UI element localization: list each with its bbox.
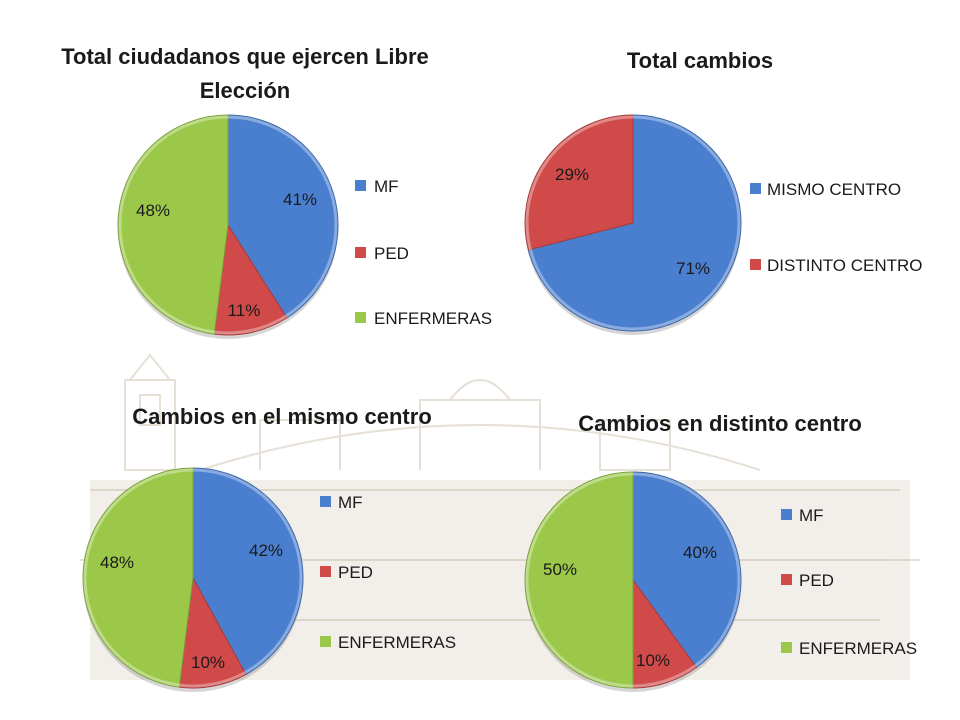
chart-title: Cambios en distinto centro [578, 411, 862, 436]
pie-slice-label-mf: 41% [283, 190, 317, 209]
pie-slice-mf [227, 114, 339, 319]
pie-slice-label-enfermeras: 48% [136, 201, 170, 220]
chart-title: Cambios en el mismo centro [132, 404, 432, 429]
legend-label-ped: PED [338, 563, 373, 582]
legend-swatch-enfermeras [781, 642, 792, 653]
pie-slice-enfermeras [524, 471, 634, 689]
pie-slice-enfermeras [82, 467, 194, 688]
pie-slice-label-mismo-centro: 71% [676, 259, 710, 278]
pie-slice-mf [192, 467, 304, 676]
legend-label-ped: PED [374, 244, 409, 263]
legend-swatch-enfermeras [355, 312, 366, 323]
pie-slice-label-ped: 11% [228, 301, 261, 320]
legend-swatch-enfermeras [320, 636, 331, 647]
pie-slice-mf [632, 471, 742, 669]
pie-highlight-rim [118, 115, 338, 335]
legend-label-mismo-centro: MISMO CENTRO [767, 180, 901, 199]
legend-swatch-distinto-centro [750, 259, 761, 270]
pie-highlight-rim [83, 468, 303, 688]
pie-highlight-rim [525, 115, 741, 331]
pie-slice-label-enfermeras: 48% [100, 553, 134, 572]
legend-label-mf: MF [338, 493, 363, 512]
pie-slice-ped [213, 223, 288, 336]
pie-slice-label-enfermeras: 50% [543, 560, 577, 579]
legend-swatch-ped [355, 247, 366, 258]
legend-swatch-mf [781, 509, 792, 520]
pie-slice-distinto-centro [524, 114, 634, 251]
legend-label-mf: MF [799, 506, 824, 525]
legend-label-distinto-centro: DISTINTO CENTRO [767, 256, 923, 275]
legend-label-enfermeras: ENFERMERAS [374, 309, 492, 328]
pie-slice-label-mf: 40% [683, 543, 717, 562]
legend-swatch-mf [320, 496, 331, 507]
legend-label-enfermeras: ENFERMERAS [799, 639, 917, 658]
legend-swatch-mf [355, 180, 366, 191]
legend-label-enfermeras: ENFERMERAS [338, 633, 456, 652]
legend-label-mf: MF [374, 177, 399, 196]
legend-swatch-ped [781, 574, 792, 585]
chart-title-line-2: Elección [200, 78, 290, 103]
chart-title: Total cambios [627, 48, 773, 73]
legend-swatch-mismo-centro [750, 183, 761, 194]
legend-swatch-ped [320, 566, 331, 577]
legend-label-ped: PED [799, 571, 834, 590]
pie-slice-label-mf: 42% [249, 541, 283, 560]
pie-slice-enfermeras [117, 114, 229, 335]
chart-title-line-1: Total ciudadanos que ejercen Libre [61, 44, 429, 69]
pie-slice-label-ped: 10% [636, 651, 670, 670]
pie-slice-label-ped: 10% [191, 653, 225, 672]
pie-highlight-rim [525, 472, 741, 688]
pie-slice-label-distinto-centro: 29% [555, 165, 589, 184]
pie-slice-mismo-centro [527, 114, 742, 332]
